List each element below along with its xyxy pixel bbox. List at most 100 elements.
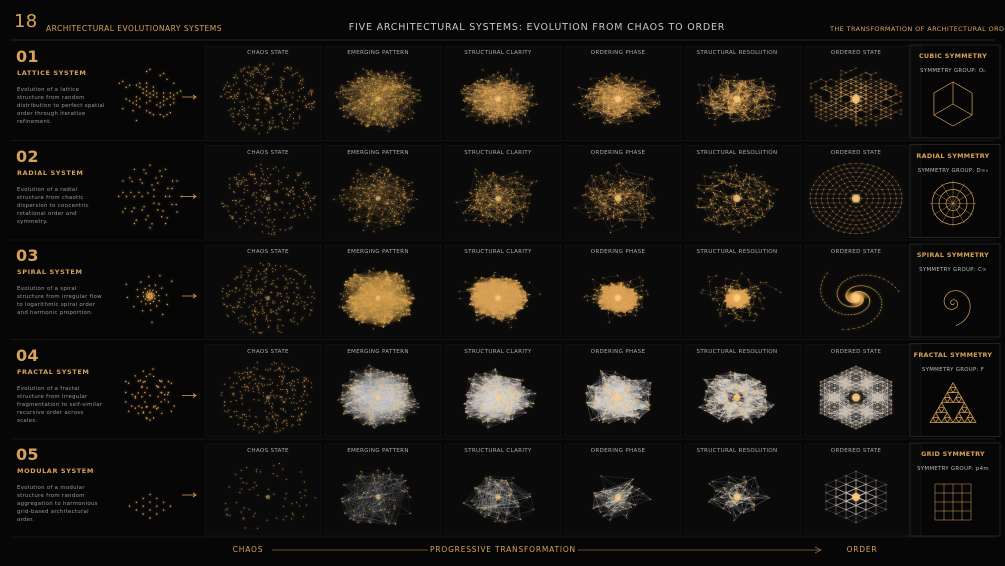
- core-glow: [495, 394, 501, 401]
- core-glow: [852, 493, 860, 501]
- stage-label: EMERGING PATTERN: [347, 50, 409, 56]
- symmetry-group: SYMMETRY GROUP: p4m: [917, 466, 989, 472]
- particles: [458, 271, 541, 329]
- seed-pattern: [125, 275, 173, 323]
- seed-pattern: [118, 164, 182, 229]
- symmetry-frame: [909, 44, 1001, 139]
- panel-frame: [564, 443, 682, 537]
- seed-pattern: [125, 368, 175, 421]
- header-right-title: THE TRANSFORMATION OF ARCHITECTURAL ORDE…: [830, 25, 1005, 33]
- stage-label: STRUCTURAL CLARITY: [464, 149, 532, 156]
- stage-label: STRUCTURAL CLARITY: [464, 50, 532, 56]
- particles: [455, 168, 538, 227]
- stage-label: STRUCTURAL RESOLUTION: [696, 249, 778, 255]
- core-glow: [266, 395, 270, 400]
- core-glow: [852, 294, 860, 302]
- particles: [220, 63, 315, 135]
- seed-arrow: [182, 293, 197, 299]
- panel-frame: [204, 45, 322, 139]
- particles: [333, 163, 418, 233]
- spiral-icon: [943, 290, 971, 326]
- stage-label: STRUCTURAL CLARITY: [464, 448, 532, 454]
- core-glow: [852, 393, 860, 402]
- fractal-icon: [929, 381, 977, 423]
- stage-label: CHAOS STATE: [247, 448, 289, 454]
- particles: [809, 162, 903, 235]
- panel-frame: [204, 244, 322, 338]
- core-glow: [375, 494, 381, 500]
- stage-label: CHAOS STATE: [247, 50, 289, 56]
- core-glow: [614, 95, 622, 103]
- core-glow: [614, 493, 622, 501]
- seed-pattern: [118, 68, 182, 122]
- panel-frame: [324, 443, 442, 537]
- panel-frame: [324, 45, 442, 139]
- footer-end: ORDER: [846, 545, 878, 554]
- particles: [335, 68, 421, 132]
- symmetry-frame: [909, 243, 1001, 338]
- symmetry-title: SPIRAL SYMMETRY: [916, 251, 990, 259]
- stage-label: EMERGING PATTERN: [347, 249, 409, 255]
- particles: [463, 368, 537, 429]
- structure-lines: [463, 368, 537, 428]
- stage-label: ORDERING PHASE: [590, 50, 646, 56]
- row-description: Evolution of a fractal structure from ir…: [17, 385, 103, 424]
- symmetry-frame: [909, 144, 1001, 238]
- stage-label: CHAOS STATE: [247, 149, 289, 156]
- core-glow: [733, 95, 741, 103]
- panel-frame: [684, 443, 802, 537]
- symmetry-group: SYMMETRY GROUP: C∞: [919, 267, 987, 273]
- row-title: FRACTAL SYSTEM: [17, 367, 90, 376]
- particles: [696, 164, 778, 233]
- stage-label: ORDERED STATE: [830, 149, 882, 156]
- symmetry-group: SYMMETRY GROUP: Oₕ: [920, 68, 986, 74]
- row-number: 05: [16, 445, 39, 464]
- panel-frame: [444, 443, 562, 537]
- row-description: Evolution of a modular structure from ra…: [17, 485, 98, 523]
- seed-arrow: [182, 492, 197, 498]
- stage-label: ORDERED STATE: [830, 249, 882, 255]
- stage-label: CHAOS STATE: [247, 249, 289, 255]
- core-glow: [733, 393, 741, 402]
- panel-frame: [324, 244, 442, 338]
- particles: [338, 268, 416, 330]
- row-title: RADIAL SYSTEM: [17, 168, 84, 177]
- core-glow: [266, 495, 270, 499]
- core-glow: [733, 294, 741, 302]
- symmetry-title: RADIAL SYMMETRY: [916, 151, 990, 160]
- stage-label: ORDERED STATE: [830, 448, 882, 454]
- particles: [696, 73, 780, 126]
- particles: [460, 68, 538, 127]
- row-description: Evolution of a spiral structure from irr…: [17, 286, 102, 316]
- structure-lines: [460, 68, 538, 127]
- footer-start: CHAOS: [232, 545, 264, 554]
- stage-label: ORDERING PHASE: [590, 348, 646, 355]
- particles: [585, 370, 652, 424]
- particles: [340, 467, 412, 525]
- stage-label: STRUCTURAL RESOLUTION: [696, 448, 778, 454]
- seed-arrow: [182, 393, 197, 398]
- core-glow: [495, 295, 501, 301]
- core-glow: [375, 196, 381, 201]
- grid-icon: [934, 483, 972, 521]
- row-title: LATTICE SYSTEM: [17, 69, 87, 77]
- row-title: MODULAR SYSTEM: [17, 467, 94, 475]
- panel-frame: [444, 344, 562, 437]
- particles: [574, 163, 656, 234]
- symmetry-group: SYMMETRY GROUP: D∞ₕ: [917, 167, 989, 174]
- cube-icon: [933, 81, 973, 127]
- particles: [462, 475, 535, 523]
- stage-label: STRUCTURAL RESOLUTION: [696, 348, 778, 355]
- panel-frame: [804, 244, 922, 338]
- symmetry-group: SYMMETRY GROUP: F: [921, 366, 985, 373]
- core-glow: [614, 294, 622, 302]
- stage-label: EMERGING PATTERN: [347, 149, 409, 156]
- panel-frame: [564, 45, 682, 139]
- core-glow: [266, 97, 270, 101]
- core-glow: [375, 295, 381, 301]
- particles: [698, 371, 775, 424]
- panel-frame: [324, 145, 442, 238]
- seed-pattern: [128, 493, 172, 519]
